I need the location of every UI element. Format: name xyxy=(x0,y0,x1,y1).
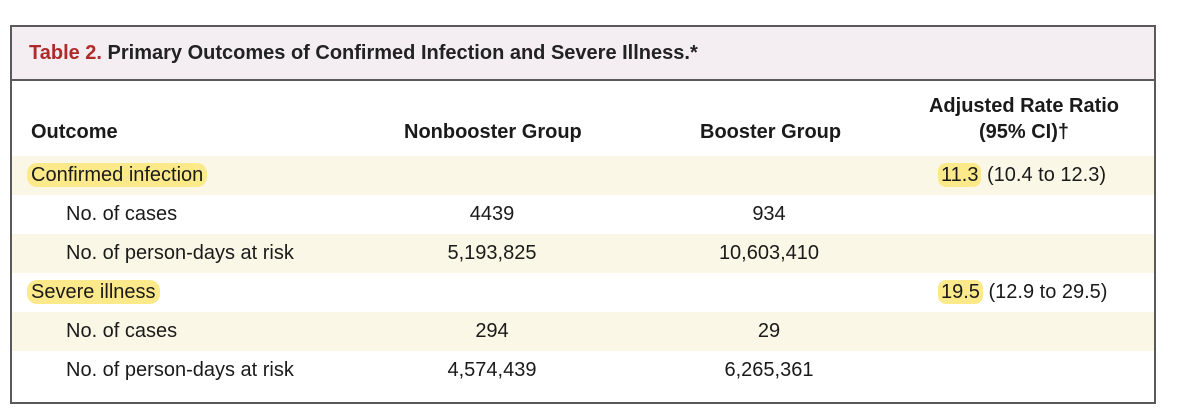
outcome-label-confirmed-infection: Confirmed infection xyxy=(27,163,208,187)
table-number-label: Table 2. xyxy=(29,42,102,64)
booster-value: 29 xyxy=(757,320,781,342)
header-booster-group: Booster Group xyxy=(700,121,842,143)
nonbooster-value: 294 xyxy=(475,320,509,342)
table-row: No. of person-days at risk 4,574,439 6,2… xyxy=(12,351,1154,390)
booster-value: 934 xyxy=(752,203,786,225)
nonbooster-value: 4,574,439 xyxy=(447,359,537,381)
row-label: No. of person-days at risk xyxy=(66,242,294,264)
nonbooster-value: 5,193,825 xyxy=(447,242,537,264)
table-frame: Table 2. Primary Outcomes of Confirmed I… xyxy=(10,25,1156,404)
rate-ratio-value: 19.5 xyxy=(938,280,983,304)
row-label: No. of cases xyxy=(66,320,178,342)
table-title-text: Primary Outcomes of Confirmed Infection … xyxy=(102,42,698,64)
table-row: No. of cases 294 29 xyxy=(12,312,1154,351)
header-ratio-line2: (95% CI)† xyxy=(978,121,1070,143)
nonbooster-value: 4439 xyxy=(469,203,515,225)
table-title: Table 2. Primary Outcomes of Confirmed I… xyxy=(29,42,698,65)
table-title-bar: Table 2. Primary Outcomes of Confirmed I… xyxy=(12,27,1154,81)
rate-ratio-cell: 19.5 (12.9 to 29.5) xyxy=(938,280,1108,304)
highlight-mark: Severe illness xyxy=(27,280,160,304)
outcome-label-severe-illness: Severe illness xyxy=(27,280,160,304)
table-row: Confirmed infection 11.3 (10.4 to 12.3) xyxy=(12,156,1154,195)
row-label: No. of person-days at risk xyxy=(66,359,294,381)
table-row: Severe illness 19.5 (12.9 to 29.5) xyxy=(12,273,1154,312)
booster-value: 6,265,361 xyxy=(724,359,814,381)
header-nonbooster-group: Nonbooster Group xyxy=(404,121,582,143)
rate-ratio-cell: 11.3 (10.4 to 12.3) xyxy=(938,163,1106,187)
row-label: No. of cases xyxy=(66,203,178,225)
rate-ratio-value: 11.3 xyxy=(938,163,982,187)
highlight-mark: Confirmed infection xyxy=(27,163,208,187)
header-outcome: Outcome xyxy=(31,121,118,143)
header-ratio-line1: Adjusted Rate Ratio xyxy=(928,95,1120,117)
table-row: No. of person-days at risk 5,193,825 10,… xyxy=(12,234,1154,273)
rate-ratio-ci: (10.4 to 12.3) xyxy=(981,164,1106,186)
rate-ratio-ci: (12.9 to 29.5) xyxy=(982,281,1108,303)
table-row: No. of cases 4439 934 xyxy=(12,195,1154,234)
booster-value: 10,603,410 xyxy=(718,242,820,264)
table-header-row: Outcome Nonbooster Group Booster Group A… xyxy=(12,81,1154,156)
header-adjusted-rate-ratio: Adjusted Rate Ratio (95% CI)† xyxy=(924,93,1124,145)
